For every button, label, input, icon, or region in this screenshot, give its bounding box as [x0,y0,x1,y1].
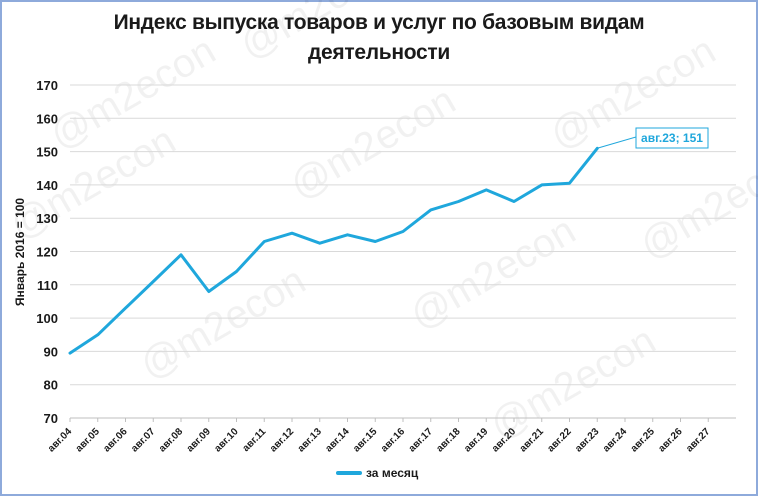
x-tick-label: авг.08 [157,426,185,454]
x-tick-label: авг.07 [129,426,157,454]
y-axis-label: Январь 2016 = 100 [13,198,27,307]
x-tick-label: авг.06 [101,426,129,454]
x-tick-label: авг.10 [212,426,240,454]
y-tick-label: 90 [44,344,58,359]
x-tick-label: авг.13 [296,426,324,454]
data-callout: авг.23; 151 [597,127,709,149]
x-tick-label: авг.05 [74,426,102,454]
x-tick-label: авг.27 [684,426,712,454]
x-axis: авг.04 авг.05 авг.06 авг.07 авг.08 авг.09 авг.… [46,418,713,454]
y-tick-label: 170 [36,78,58,93]
legend-line-swatch [336,471,362,475]
x-tick-label: авг.04 [46,426,74,454]
y-tick-label: 150 [36,145,58,160]
x-tick-label: авг.25 [629,426,657,454]
y-tick-label: 100 [36,311,58,326]
x-tick-label: авг.19 [462,426,490,454]
x-tick-label: авг.15 [351,426,379,454]
x-tick-label: авг.16 [379,426,407,454]
callout-label: авг.23; 151 [641,131,703,145]
legend-label: за месяц [366,466,419,480]
legend: за месяц [336,466,418,480]
chart-title-line-2: деятельности [308,41,450,64]
y-tick-label: 80 [44,378,58,393]
y-tick-label: 120 [36,245,58,260]
series-line-za-mesyats [68,146,599,355]
y-axis-ticks: 70 80 90 100 110 120 130 140 150 160 170 [36,78,58,426]
watermark-text: @m2econ [633,138,758,268]
x-tick-label: авг.11 [241,426,269,454]
y-tick-label: 130 [36,211,58,226]
x-tick-label: авг.12 [268,426,296,454]
x-tick-label: авг.17 [407,426,435,454]
x-tick-label: авг.18 [434,426,462,454]
watermark-text: @m2econ [133,258,313,388]
y-tick-label: 70 [44,411,58,426]
x-tick-label: авг.14 [323,426,351,454]
chart-title-line-1: Индекс выпуска товаров и услуг по базовы… [113,11,645,34]
x-tick-label: авг.24 [601,426,629,454]
y-tick-label: 160 [36,111,58,126]
watermark-text: @m2econ [233,0,413,68]
watermark-text: @m2econ [283,78,463,208]
y-tick-label: 110 [37,278,58,293]
x-tick-label: авг.23 [573,426,601,454]
watermarks: @m2econ @m2econ @m2econ@m2econ @m2econ@m2ec… [3,0,758,448]
chart-title: Индекс выпуска товаров и услуг по базовы… [0,8,758,68]
x-tick-label: авг.22 [545,426,573,454]
x-tick-label: авг.09 [185,426,213,454]
x-tick-label: авг.26 [656,426,684,454]
y-tick-label: 140 [36,178,58,193]
